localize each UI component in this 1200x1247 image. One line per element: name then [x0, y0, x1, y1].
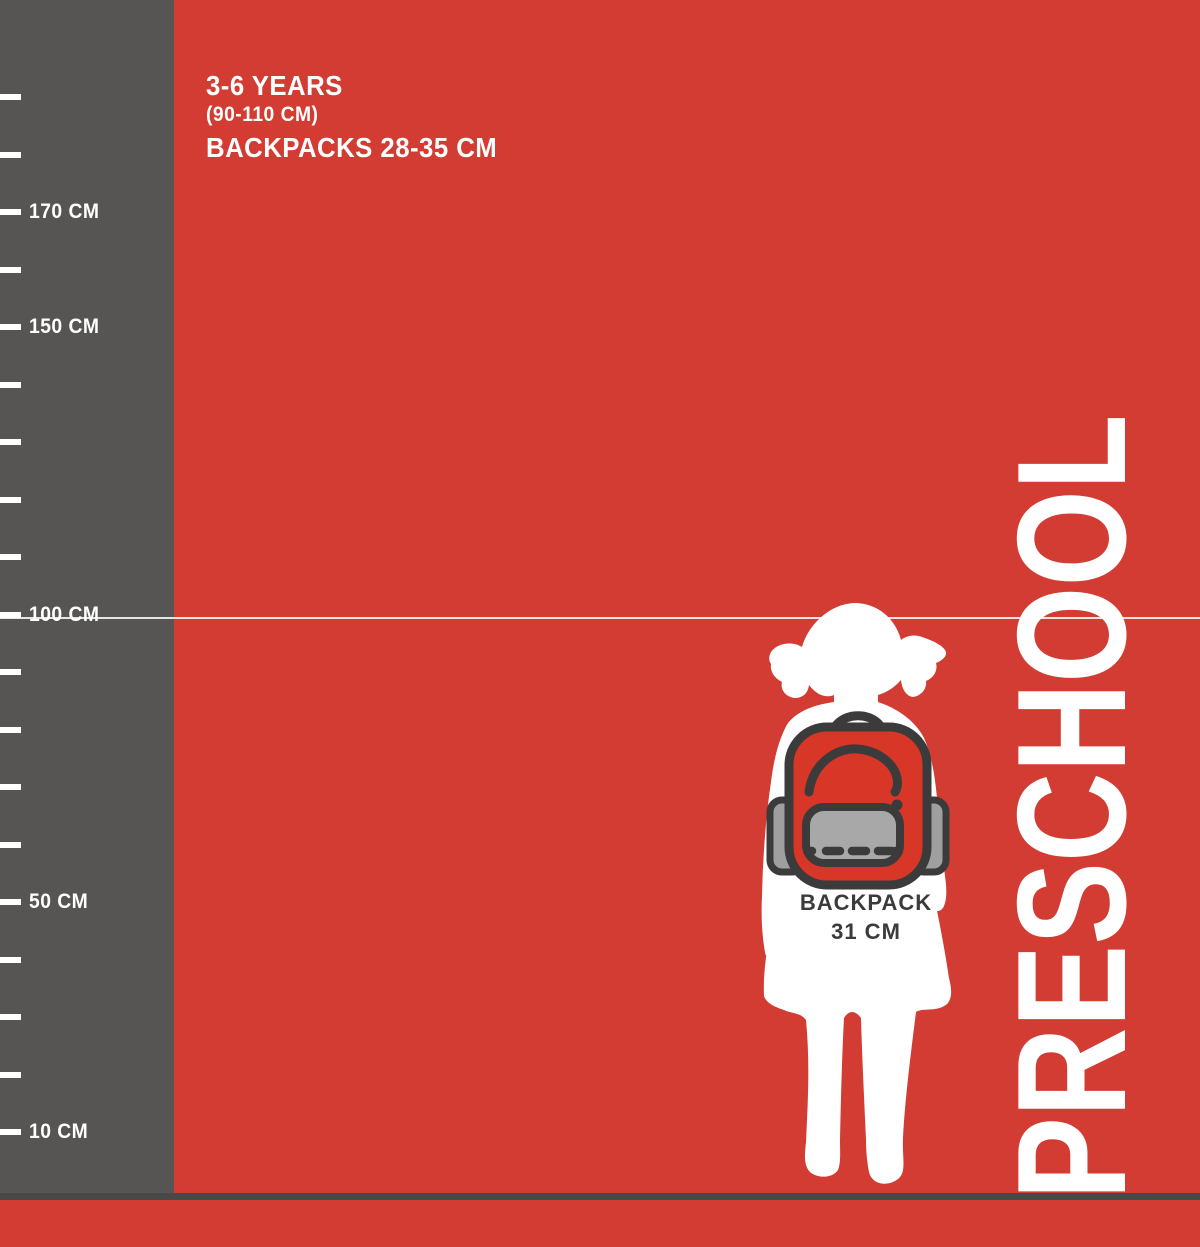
- height-reference-line-100cm: [0, 616, 1200, 619]
- ruler-tick: [0, 381, 21, 388]
- ruler-tick-label: 50 CM: [29, 890, 89, 913]
- ruler-tick: [0, 841, 21, 848]
- ruler-tick-label: 10 CM: [29, 1120, 89, 1143]
- backpack-size-label-line1: BACKPACK: [799, 890, 933, 915]
- ruler-tick: [0, 1129, 21, 1135]
- ruler-tick: [0, 899, 21, 905]
- figure-illustration: [761, 603, 952, 1184]
- ruler-tick: [0, 324, 21, 330]
- header-block: 3-6 YEARS (90-110 CM) BACKPACKS 28-35 CM: [206, 70, 497, 163]
- backpack-icon: [766, 711, 950, 890]
- ruler-tick: [0, 784, 21, 790]
- ruler-tick-label: 100 CM: [29, 602, 100, 626]
- ruler-tick: [0, 611, 21, 618]
- ruler-tick: [0, 266, 21, 273]
- measuring-ruler-column: [0, 0, 174, 1200]
- backpack-size-label: BACKPACK 31 CM: [766, 888, 966, 946]
- backpack-range-text: BACKPACKS 28-35 CM: [206, 132, 498, 163]
- ruler-tick: [0, 726, 21, 733]
- ruler-tick: [0, 554, 21, 560]
- age-range-text: 3-6 YEARS: [206, 70, 343, 101]
- height-range-text: (90-110 CM): [206, 103, 319, 126]
- ruler-tick: [0, 496, 21, 503]
- ruler-tick: [0, 439, 21, 445]
- ruler-tick: [0, 1014, 21, 1020]
- ruler-tick: [0, 94, 21, 100]
- backpack-size-label-line2: 31 CM: [831, 919, 901, 944]
- ruler-tick: [0, 1071, 21, 1078]
- ruler-tick: [0, 209, 21, 215]
- ruler-tick-label: 150 CM: [29, 315, 100, 338]
- ruler-tick: [0, 669, 21, 675]
- ruler-tick: [0, 956, 21, 963]
- ruler-ticks: 170 CM 150 CM 100 CM 50 CM 10 CM: [0, 0, 174, 1200]
- ruler-tick-label: 170 CM: [29, 200, 100, 223]
- backpack-seam-icon: [804, 744, 902, 797]
- bottom-edge-strip: [0, 1193, 1200, 1200]
- ruler-tick: [0, 151, 21, 158]
- preschool-backpack-size-infographic: { "title_block": { "age_range": "3-6 YEA…: [0, 0, 1200, 1200]
